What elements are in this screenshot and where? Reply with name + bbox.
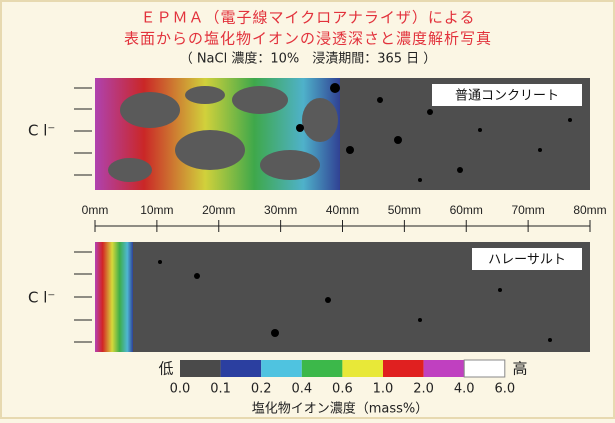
legend-tick: 0.4: [291, 382, 312, 397]
scale-label: 30mm: [264, 203, 297, 217]
legend-tick: 0.2: [251, 382, 272, 397]
color-legend: [180, 360, 505, 377]
legend-low: 低: [158, 360, 173, 378]
panel-label: 普通コンクリート: [455, 89, 559, 104]
legend-tick: 4.0: [454, 382, 475, 397]
title-line: 表面からの塩化物イオンの浸透深さと濃度解析写真: [124, 30, 492, 48]
ion-label: C l⁻: [28, 289, 55, 307]
scale-label: 10mm: [140, 203, 173, 217]
conditions: （ NaCl 濃度：10% 浸漬期間：365 日 ）: [180, 51, 437, 67]
legend-tick: 1.0: [373, 382, 394, 397]
scale-label: 80mm: [573, 203, 606, 217]
legend-high: 高: [512, 360, 527, 378]
scale-label: 50mm: [388, 203, 421, 217]
legend-tick: 2.0: [413, 382, 434, 397]
scale-label: 60mm: [450, 203, 483, 217]
legend-tick: 0.6: [332, 382, 353, 397]
scale-label: 0mm: [82, 203, 109, 217]
scale-label: 70mm: [511, 203, 544, 217]
scale-label: 40mm: [326, 203, 359, 217]
ion-label: C l⁻: [28, 122, 55, 140]
figure: ＥＰＭＡ（電子線マイクロアナライザ）による 表面からの塩化物イオンの浸透深さと濃…: [0, 0, 615, 419]
legend-title: 塩化物イオン濃度（mass%）: [252, 401, 429, 417]
legend-tick: 0.0: [170, 382, 191, 397]
legend-tick: 0.1: [210, 382, 231, 397]
title-line: ＥＰＭＡ（電子線マイクロアナライザ）による: [141, 9, 476, 27]
panel-label: ハレーサルト: [488, 253, 566, 268]
scale-label: 20mm: [202, 203, 235, 217]
legend-tick: 6.0: [494, 382, 515, 397]
page: {"header": {"title_line1": "ＥＰＭＡ（電子線マイクロ…: [0, 0, 615, 419]
